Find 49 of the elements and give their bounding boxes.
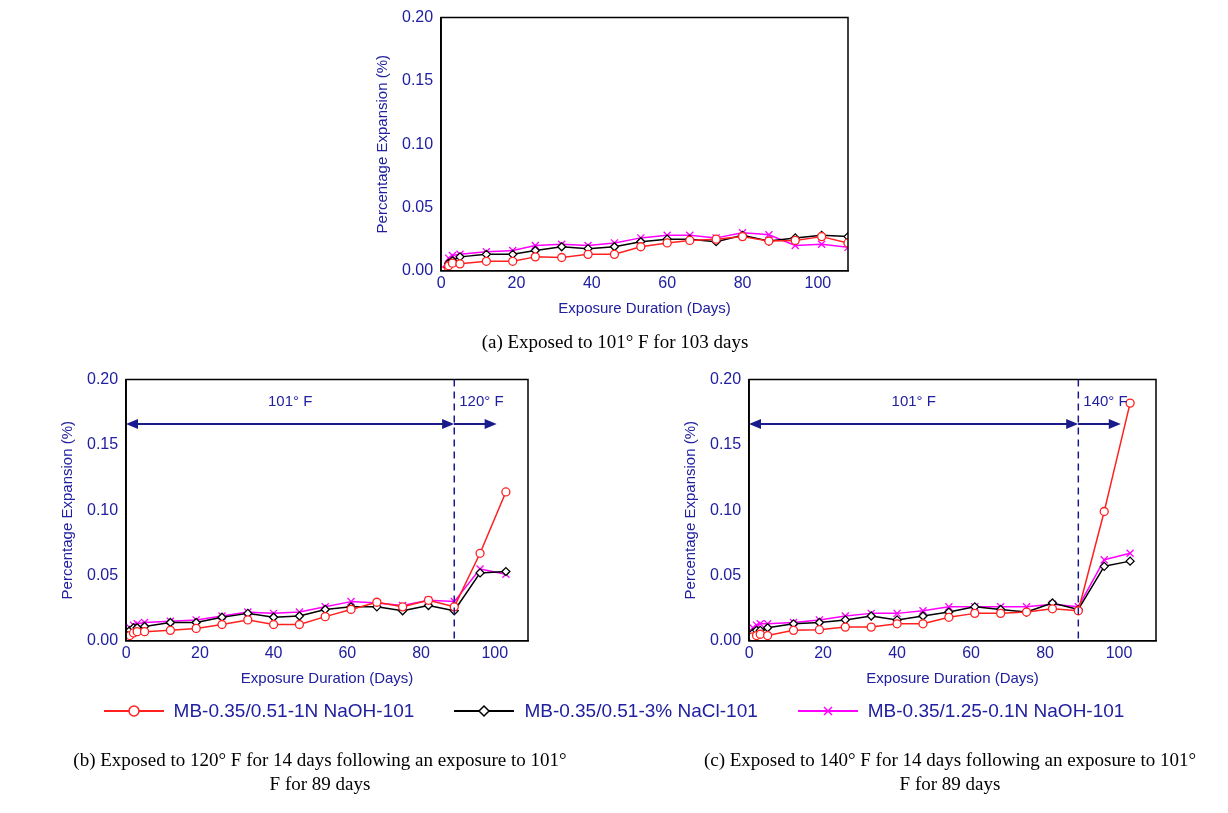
annotation: 101° F	[891, 391, 936, 409]
annotation: 101° F	[268, 391, 313, 409]
x-tick-label: 80	[412, 643, 431, 661]
annotation: 140° F	[1083, 391, 1128, 409]
y-tick-label: 0.15	[87, 435, 119, 453]
x-tick-label: 100	[804, 273, 832, 291]
y-tick-label: 0.05	[402, 197, 434, 215]
x-tick-label: 60	[338, 643, 357, 661]
x-tick-label: 0	[436, 273, 446, 291]
y-tick-label: 0.00	[710, 631, 742, 649]
legend-label: MB-0.35/0.51-3% NaCl-101	[524, 700, 758, 722]
x-tick-label: 20	[507, 273, 526, 291]
x-tick-label: 20	[814, 643, 833, 661]
x-tick-label: 100	[1105, 643, 1133, 661]
y-tick-label: 0.20	[402, 8, 434, 26]
y-tick-label: 0.00	[402, 261, 434, 279]
x-tick-label: 0	[121, 643, 131, 661]
x-tick-label: 0	[744, 643, 754, 661]
x-tick-label: 100	[481, 643, 509, 661]
y-tick-label: 0.20	[87, 370, 119, 388]
x-tick-label: 40	[264, 643, 283, 661]
y-tick-label: 0.20	[710, 370, 742, 388]
x-tick-label: 60	[658, 273, 677, 291]
y-tick-label: 0.00	[87, 631, 119, 649]
y-axis-title: Percentage Expansion (%)	[373, 54, 391, 234]
x-tick-label: 40	[888, 643, 907, 661]
x-tick-label: 60	[962, 643, 981, 661]
y-axis-title: Percentage Expansion (%)	[681, 420, 699, 600]
x-axis-title: Exposure Duration (Days)	[240, 669, 414, 687]
y-axis-title: Percentage Expansion (%)	[58, 420, 76, 600]
x-tick-label: 20	[190, 643, 209, 661]
x-axis-title: Exposure Duration (Days)	[558, 299, 731, 317]
text: (c) Exposed to 140° F for 14 days following an exposure to 101° F for 89 days	[702, 748, 1198, 796]
y-tick-label: 0.10	[87, 500, 119, 518]
legend-label: MB-0.35/0.51-1N NaOH-101	[173, 700, 415, 722]
y-tick-label: 0.10	[402, 134, 434, 152]
x-axis-title: Exposure Duration (Days)	[866, 669, 1039, 687]
y-tick-label: 0.15	[402, 71, 434, 89]
y-tick-label: 0.05	[710, 565, 742, 583]
x-tick-label: 80	[1036, 643, 1055, 661]
x-tick-label: 40	[582, 273, 601, 291]
y-tick-label: 0.10	[710, 500, 742, 518]
legend-label: MB-0.35/1.25-0.1N NaOH-101	[867, 700, 1125, 722]
text: (b) Exposed to 120° F for 14 days following an exposure to 101° F for 89 days	[72, 748, 568, 796]
annotation: 120° F	[459, 391, 504, 409]
x-tick-label: 80	[733, 273, 752, 291]
text: (a) Exposed to 101° F for 103 days	[480, 330, 750, 354]
y-tick-label: 0.15	[710, 435, 742, 453]
y-tick-label: 0.05	[87, 565, 119, 583]
